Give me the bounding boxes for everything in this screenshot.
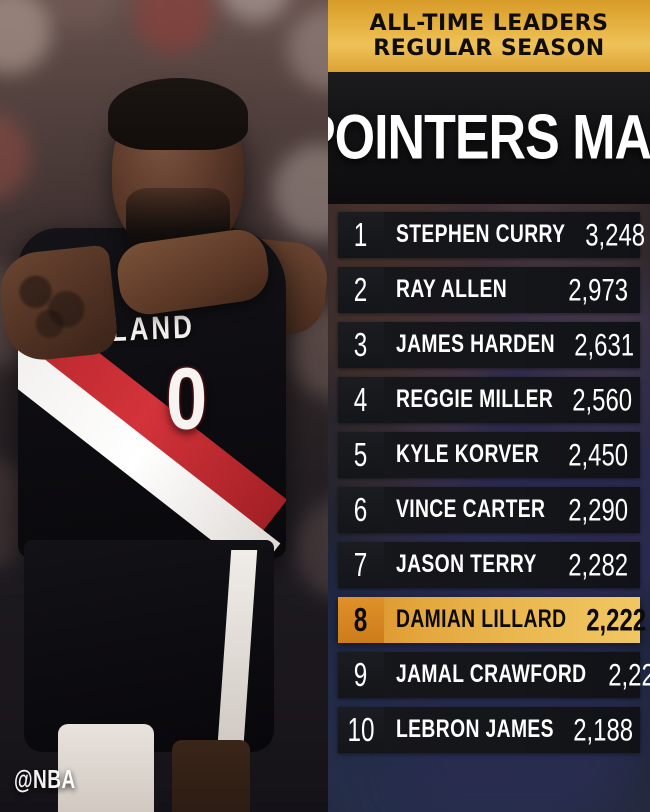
jersey-white-stripe (18, 340, 281, 558)
row-value-text: 2,450 (568, 436, 628, 473)
row-value-text: 2,973 (568, 271, 628, 308)
row-player-name: JAMES HARDEN (384, 322, 569, 368)
table-row[interactable]: 2 RAY ALLEN 2,973 (338, 267, 640, 313)
row-value: 2,222 (581, 597, 650, 643)
table-row[interactable]: 3 JAMES HARDEN 2,631 (338, 322, 640, 368)
player-left-arm (0, 244, 120, 364)
row-value-text: 3,248 (585, 216, 646, 253)
row-value: 2,282 (563, 542, 640, 588)
row-player-name-text: LEBRON JAMES (396, 715, 554, 743)
row-rank: 8 (338, 597, 384, 643)
row-player-name: LEBRON JAMES (384, 707, 568, 753)
header-line-1: ALL-TIME LEADERS (369, 10, 609, 36)
row-value-text: 2,222 (586, 601, 647, 638)
page-title: 3-POINTERS MADE (328, 102, 650, 174)
row-player-name: JASON TERRY (384, 542, 563, 588)
row-rank-text: 9 (354, 656, 368, 693)
row-value: 2,450 (563, 432, 640, 478)
row-player-name: VINCE CARTER (384, 487, 563, 533)
table-row[interactable]: 9 JAMAL CRAWFORD 2,221 (338, 652, 650, 698)
table-row[interactable]: 8 DAMIAN LILLARD 2,222 (338, 597, 646, 643)
table-row[interactable]: 7 JASON TERRY 2,282 (338, 542, 640, 588)
row-rank-text: 4 (354, 381, 368, 418)
row-rank-text: 10 (347, 711, 375, 748)
row-player-name-text: JAMES HARDEN (396, 330, 556, 358)
row-player-name-text: RAY ALLEN (396, 275, 508, 303)
player-photo: RTLAND 0 @NBA (0, 0, 330, 812)
row-player-name-text: REGGIE MILLER (396, 385, 554, 413)
leaderboard-panel: ALL-TIME LEADERS REGULAR SEASON 3-POINTE… (328, 0, 650, 812)
leaderboard-list: 1 STEPHEN CURRY 3,248 2 RAY ALLEN 2,973 3 JAMES… (328, 212, 650, 762)
table-row[interactable]: 6 VINCE CARTER 2,290 (338, 487, 640, 533)
row-value: 2,973 (563, 267, 640, 313)
row-player-name: STEPHEN CURRY (384, 212, 580, 258)
shorts-stripe (216, 550, 258, 756)
row-player-name-text: JASON TERRY (396, 550, 537, 578)
jersey-number: 0 (166, 349, 208, 448)
row-value-text: 2,221 (608, 656, 650, 693)
row-rank-text: 8 (354, 601, 368, 638)
row-player-name: REGGIE MILLER (384, 377, 567, 423)
row-player-name-text: STEPHEN CURRY (396, 220, 566, 248)
row-rank-text: 2 (354, 271, 368, 308)
nba-watermark: @NBA (14, 766, 76, 795)
table-row[interactable]: 5 KYLE KORVER 2,450 (338, 432, 640, 478)
row-player-name-text: JAMAL CRAWFORD (396, 660, 587, 688)
row-value: 2,631 (569, 322, 646, 368)
table-row[interactable]: 1 STEPHEN CURRY 3,248 (338, 212, 645, 258)
row-value-text: 2,560 (572, 381, 632, 418)
row-rank: 10 (338, 707, 384, 753)
row-player-name: DAMIAN LILLARD (384, 597, 581, 643)
row-value-text: 2,290 (568, 491, 628, 528)
row-value-text: 2,631 (574, 326, 634, 363)
row-rank: 4 (338, 377, 384, 423)
tattoo-sleeve (5, 253, 105, 353)
row-value: 3,248 (580, 212, 650, 258)
row-value: 2,188 (568, 707, 645, 753)
row-value: 2,290 (563, 487, 640, 533)
row-player-name-text: DAMIAN LILLARD (396, 605, 567, 633)
row-rank: 7 (338, 542, 384, 588)
row-rank: 3 (338, 322, 384, 368)
table-row[interactable]: 10 LEBRON JAMES 2,188 (338, 707, 640, 753)
row-rank-text: 7 (354, 546, 368, 583)
row-player-name: JAMAL CRAWFORD (384, 652, 603, 698)
player-leg-right (172, 740, 250, 812)
table-row[interactable]: 4 REGGIE MILLER 2,560 (338, 377, 640, 423)
row-rank-text: 3 (354, 326, 368, 363)
row-value: 2,221 (603, 652, 650, 698)
row-player-name-text: VINCE CARTER (396, 495, 546, 523)
panel-title-block: 3-POINTERS MADE (328, 72, 650, 204)
row-rank: 9 (338, 652, 384, 698)
panel-header: ALL-TIME LEADERS REGULAR SEASON (328, 0, 650, 72)
row-value-text: 2,282 (568, 546, 628, 583)
player-hair (108, 78, 248, 150)
row-rank: 6 (338, 487, 384, 533)
player-shorts (24, 540, 274, 756)
header-line-2: REGULAR SEASON (373, 35, 605, 61)
row-player-name-text: KYLE KORVER (396, 440, 540, 468)
row-rank: 5 (338, 432, 384, 478)
row-rank-text: 1 (354, 216, 368, 253)
player-figure: RTLAND 0 (0, 78, 330, 812)
row-value-text: 2,188 (572, 711, 633, 748)
row-rank-text: 6 (354, 491, 368, 528)
row-rank: 1 (338, 212, 384, 258)
row-rank-text: 5 (354, 436, 368, 473)
player-leg-left (58, 724, 154, 812)
row-rank: 2 (338, 267, 384, 313)
jersey-graphics: RTLAND 0 (18, 228, 286, 558)
row-player-name: KYLE KORVER (384, 432, 563, 478)
row-player-name: RAY ALLEN (384, 267, 563, 313)
row-value: 2,560 (567, 377, 644, 423)
